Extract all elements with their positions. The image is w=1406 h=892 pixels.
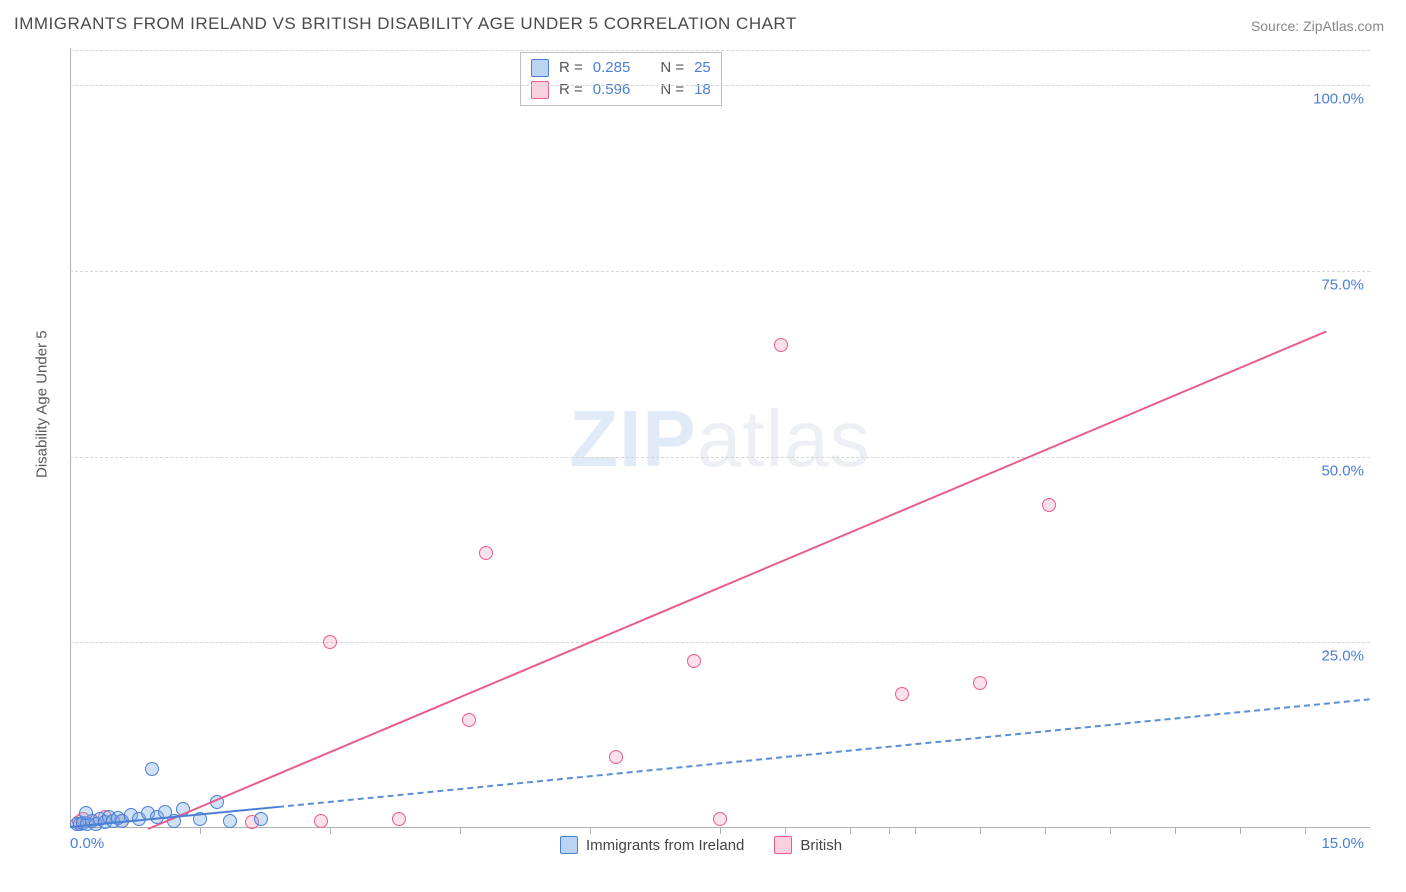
x-tick-mark: [785, 828, 786, 834]
x-tick-mark: [1175, 828, 1176, 834]
x-tick-mark: [330, 828, 331, 834]
watermark-atlas: atlas: [697, 394, 871, 483]
y-tick-label: 50.0%: [1321, 462, 1364, 479]
y-axis-line: [70, 48, 71, 828]
data-point-blue: [223, 814, 237, 828]
legend-stats: R = 0.285 N = 25 R = 0.596 N = 18: [520, 52, 722, 106]
y-tick-label: 75.0%: [1321, 276, 1364, 293]
legend-series: Immigrants from Ireland British: [560, 836, 842, 854]
grid-line: [70, 457, 1370, 458]
r-label: R =: [559, 79, 583, 101]
data-point-pink: [895, 687, 909, 701]
r-value-blue: 0.285: [593, 57, 631, 79]
x-tick-mark: [1305, 828, 1306, 834]
x-tick-mark: [590, 828, 591, 834]
data-point-pink: [687, 654, 701, 668]
data-point-blue: [145, 762, 159, 776]
data-point-pink: [314, 814, 328, 828]
x-tick-mark: [915, 828, 916, 834]
r-value-pink: 0.596: [593, 79, 631, 101]
x-tick-mark: [980, 828, 981, 834]
chart-area: Disability Age Under 5 ZIPatlas 0.0% 15.…: [42, 48, 1382, 848]
data-point-pink: [1042, 498, 1056, 512]
source-label: Source:: [1251, 18, 1303, 34]
grid-line: [70, 85, 1370, 86]
data-point-blue: [79, 806, 93, 820]
x-tick-mark: [889, 828, 890, 834]
legend-item-blue: Immigrants from Ireland: [560, 836, 744, 854]
x-tick-mark: [1045, 828, 1046, 834]
swatch-pink-icon: [531, 81, 549, 99]
x-tick-mark: [850, 828, 851, 834]
x-tick-mark: [720, 828, 721, 834]
data-point-pink: [973, 676, 987, 690]
n-value-blue: 25: [694, 57, 711, 79]
x-tick-mark: [200, 828, 201, 834]
y-tick-label: 100.0%: [1313, 91, 1364, 108]
legend-label-pink: British: [800, 837, 842, 854]
data-point-pink: [609, 750, 623, 764]
legend-item-pink: British: [774, 836, 842, 854]
x-tick-max: 15.0%: [1321, 835, 1364, 852]
data-point-pink: [462, 713, 476, 727]
grid-line: [70, 642, 1370, 643]
data-point-pink: [323, 635, 337, 649]
y-axis-label: Disability Age Under 5: [34, 330, 51, 478]
n-label: N =: [660, 57, 684, 79]
r-label: R =: [559, 57, 583, 79]
legend-stats-row-pink: R = 0.596 N = 18: [531, 79, 711, 101]
x-tick-mark: [1110, 828, 1111, 834]
data-point-blue: [254, 812, 268, 826]
y-tick-label: 25.0%: [1321, 648, 1364, 665]
trend-line: [148, 330, 1327, 830]
n-label: N =: [660, 79, 684, 101]
x-tick-mark: [460, 828, 461, 834]
grid-line: [70, 271, 1370, 272]
data-point-pink: [479, 546, 493, 560]
x-tick-mark: [1240, 828, 1241, 834]
swatch-pink-icon: [774, 836, 792, 854]
legend-label-blue: Immigrants from Ireland: [586, 837, 744, 854]
data-point-pink: [713, 812, 727, 826]
chart-title: IMMIGRANTS FROM IRELAND VS BRITISH DISAB…: [14, 14, 797, 34]
x-tick-min: 0.0%: [70, 835, 104, 852]
grid-line: [70, 50, 1370, 51]
legend-stats-row-blue: R = 0.285 N = 25: [531, 57, 711, 79]
watermark: ZIPatlas: [569, 393, 870, 485]
n-value-pink: 18: [694, 79, 711, 101]
swatch-blue-icon: [531, 59, 549, 77]
data-point-pink: [774, 338, 788, 352]
swatch-blue-icon: [560, 836, 578, 854]
watermark-zip: ZIP: [569, 394, 696, 483]
source-credit: Source: ZipAtlas.com: [1251, 18, 1384, 34]
trend-line: [278, 698, 1370, 808]
source-link[interactable]: ZipAtlas.com: [1303, 18, 1384, 34]
plot-region: ZIPatlas 0.0% 15.0% R = 0.285 N = 25 R =…: [70, 48, 1370, 848]
data-point-pink: [392, 812, 406, 826]
